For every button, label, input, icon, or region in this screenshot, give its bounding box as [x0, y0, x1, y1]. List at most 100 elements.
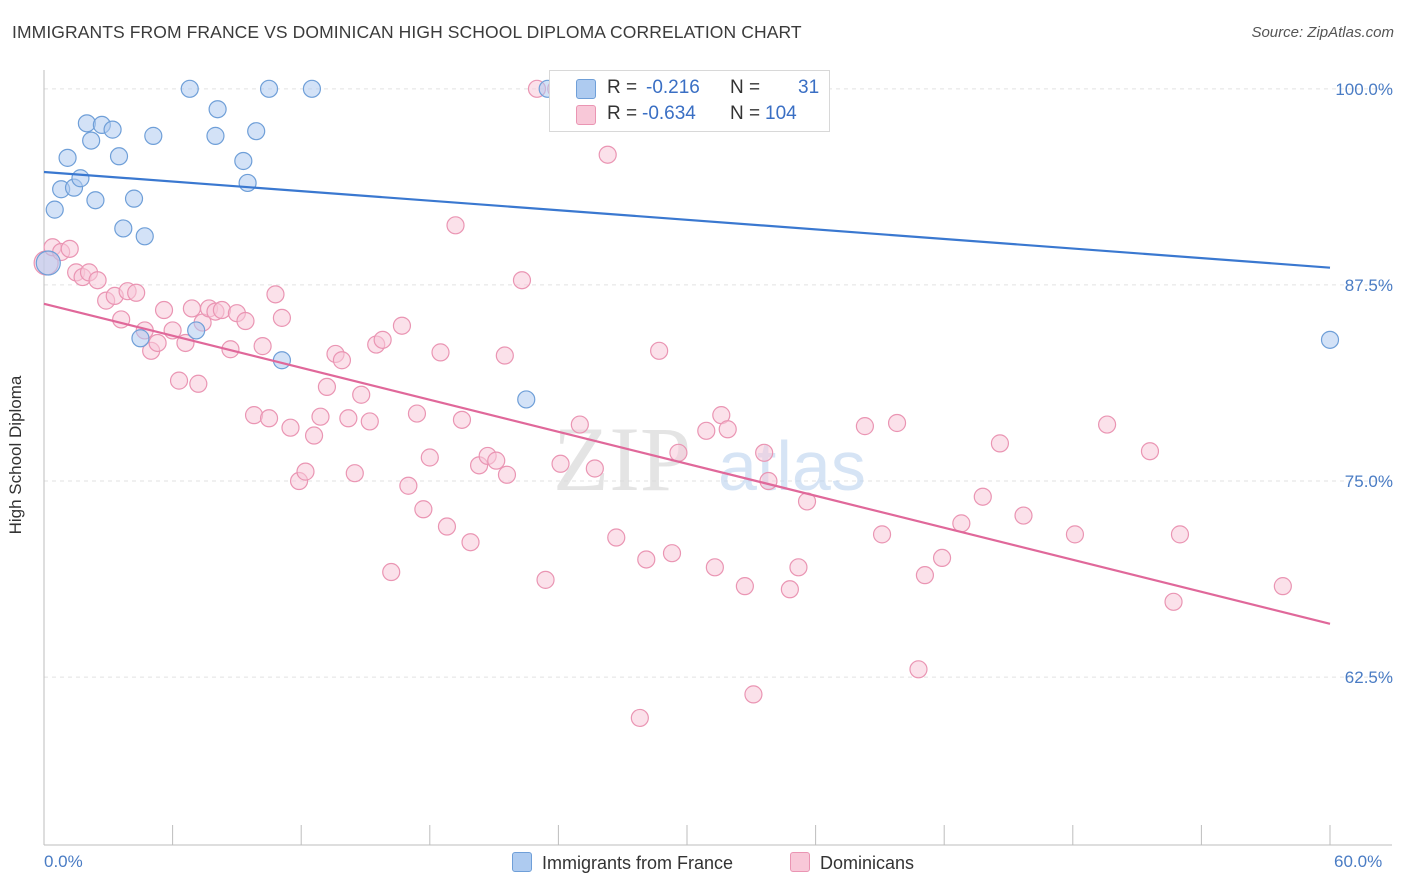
dominicans-point [780, 580, 799, 599]
dominicans-point [872, 525, 892, 544]
dominicans-point [461, 533, 480, 552]
france-point [238, 173, 257, 193]
dominicans-point [718, 420, 737, 439]
dominicans-point [452, 410, 472, 429]
dominicans-point [266, 285, 285, 304]
bottom-legend-label: Immigrants from France [542, 853, 734, 873]
legend-swatch-blue [576, 79, 596, 99]
france-point [45, 200, 64, 219]
dominicans-point [598, 145, 617, 164]
dominicans-point [127, 283, 146, 302]
dominicans-point [182, 299, 201, 318]
france-point [517, 390, 536, 409]
france-point [206, 126, 225, 145]
dominicans-point [990, 434, 1010, 453]
y-axis-label: High School Diploma [6, 375, 25, 535]
dominicans-point [244, 406, 264, 425]
dominicans-point [585, 459, 604, 478]
dominicans-point [744, 685, 763, 704]
dominicans-point [236, 311, 255, 331]
dominicans-point [414, 500, 433, 519]
france-point [103, 120, 122, 139]
dominicans-point [345, 464, 364, 483]
france-point [86, 191, 105, 210]
y-tick-label: 87.5% [1345, 276, 1393, 295]
dominicans-point [607, 528, 626, 547]
dominicans-point [759, 471, 778, 491]
dominicans-point [431, 343, 450, 362]
legend-r-value: -0.634 [642, 103, 696, 124]
dominicans-point [669, 443, 688, 462]
dominicans-point [932, 548, 952, 568]
france-point [109, 147, 129, 166]
dominicans-point [909, 660, 928, 679]
dominicans-point [259, 409, 279, 428]
dominicans-points [33, 79, 1292, 728]
dominicans-point [650, 341, 669, 360]
france-point [259, 79, 279, 98]
y-tick-label: 62.5% [1345, 668, 1393, 687]
dominicans-point [189, 374, 208, 393]
dominicans-point [352, 385, 371, 404]
france-point [135, 227, 154, 246]
dominicans-point [637, 550, 656, 569]
dominicans-point [154, 300, 174, 320]
france-point [272, 351, 292, 370]
dominicans-point [253, 337, 272, 356]
dominicans-point [169, 371, 189, 390]
france-point [124, 189, 144, 208]
dominicans-point [512, 271, 532, 290]
dominicans-point [1140, 442, 1160, 461]
dominicans-point [339, 409, 358, 428]
dominicans-point [399, 476, 418, 495]
dominicans-point [317, 377, 337, 397]
dominicans-point [855, 417, 874, 436]
france-point [77, 114, 96, 133]
dominicans-point [304, 426, 324, 445]
dominicans-point [915, 566, 935, 585]
dominicans-point [373, 330, 392, 349]
dominicans-point [570, 415, 589, 434]
dominicans-point [1065, 525, 1085, 544]
dominicans-point [952, 514, 971, 533]
dominicans-point [332, 351, 352, 370]
dominicans-point [296, 462, 315, 481]
dominicans-point [437, 517, 457, 536]
bottom-legend-france: Immigrants from France [512, 852, 733, 874]
dominicans-point [60, 239, 79, 258]
dominicans-point [420, 448, 439, 467]
y-tick-label: 100.0% [1335, 80, 1393, 99]
dominicans-point [88, 271, 107, 290]
france-point [180, 79, 199, 98]
france-point [82, 131, 101, 150]
correlation-legend: R = -0.216 N = 31 R = -0.634 N = 104 [549, 70, 830, 132]
dominicans-point [446, 216, 465, 235]
dominicans-point [735, 577, 754, 596]
y-tick-label: 75.0% [1345, 472, 1393, 491]
bottom-legend-dominicans: Dominicans [790, 852, 914, 874]
dominicans-point [272, 308, 292, 327]
dominicans-point [755, 443, 774, 462]
chart-title: IMMIGRANTS FROM FRANCE VS DOMINICAN HIGH… [12, 22, 802, 42]
france-point [234, 151, 253, 171]
legend-n-label: N = [730, 103, 761, 124]
dominicans-point [973, 487, 992, 506]
legend-r-label: R = [607, 77, 638, 98]
france-point [114, 219, 133, 238]
dominicans-point [311, 407, 330, 426]
dominicans-point [281, 418, 300, 437]
dominicans-point [1273, 577, 1292, 596]
x-tick-min: 0.0% [44, 852, 83, 871]
dominicans-point [1164, 592, 1183, 611]
dominicans-point [789, 558, 808, 577]
dominicans-point [1097, 415, 1117, 434]
x-tick-max: 60.0% [1334, 852, 1383, 871]
dominicans-point [887, 413, 907, 433]
dominicans-trend-line [43, 302, 1331, 625]
dominicans-point [1170, 525, 1190, 544]
france-point [208, 100, 227, 119]
dominicans-point [536, 570, 555, 589]
dominicans-point [495, 346, 514, 365]
legend-r-label: R = [607, 103, 638, 124]
france-point [131, 329, 150, 348]
